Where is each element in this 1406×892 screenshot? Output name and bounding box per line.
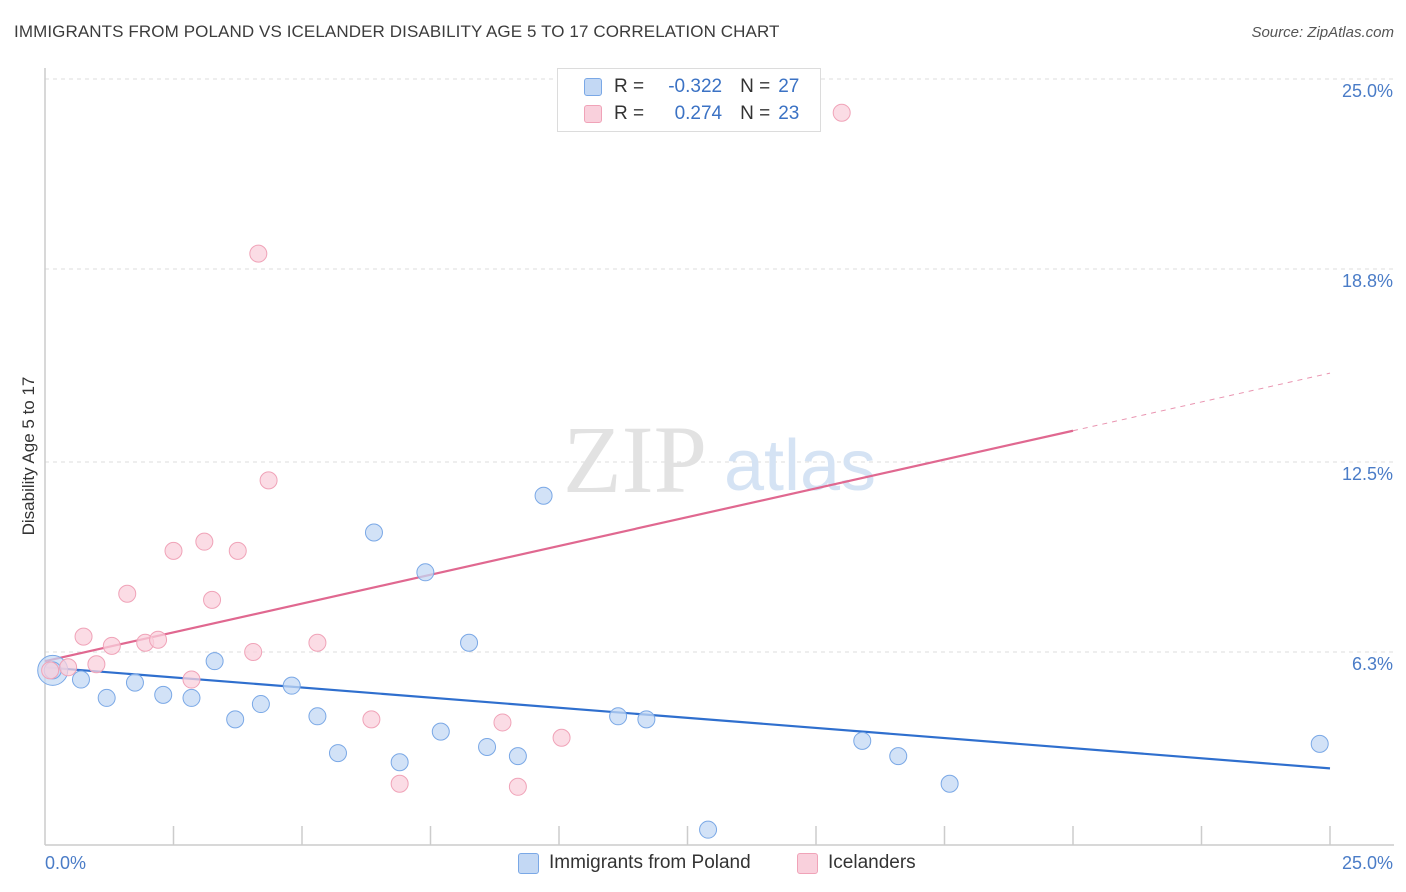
point-poland: [226, 710, 245, 729]
point-poland: [853, 731, 872, 750]
point-poland: [534, 486, 553, 505]
watermark-zip: ZIP: [563, 406, 707, 513]
point-poland: [940, 774, 959, 793]
point-poland: [205, 652, 224, 671]
trend-lines: [44, 372, 1331, 770]
gridlines: [45, 78, 1394, 653]
point-icelanders: [41, 661, 60, 680]
trend-line-icelanders-extension: [1072, 372, 1331, 432]
point-poland: [699, 820, 718, 839]
point-poland: [125, 673, 144, 692]
point-poland: [308, 707, 327, 726]
poland-swatch: [584, 78, 602, 96]
legend-row-poland: R = -0.322 N = 27: [584, 75, 799, 99]
point-icelanders: [182, 670, 201, 689]
point-icelanders: [195, 532, 214, 551]
source-credit: Source: ZipAtlas.com: [1251, 24, 1394, 41]
y-tick-label: 12.5%: [1342, 464, 1393, 484]
y-tick-label: 18.8%: [1342, 271, 1393, 291]
point-poland: [390, 753, 409, 772]
point-poland: [282, 676, 301, 695]
point-icelanders: [164, 541, 183, 560]
data-points: [37, 103, 1329, 839]
point-poland: [431, 722, 450, 741]
point-poland: [1310, 734, 1329, 753]
x-tick-label: 0.0%: [45, 853, 86, 873]
point-icelanders: [508, 777, 527, 796]
point-icelanders: [228, 541, 247, 560]
point-icelanders: [102, 636, 121, 655]
chart-title: IMMIGRANTS FROM POLAND VS ICELANDER DISA…: [14, 22, 780, 41]
point-poland: [508, 747, 527, 766]
y-tick-labels: 6.3% 12.5% 18.8% 25.0%: [1342, 81, 1393, 674]
trend-line-poland: [44, 666, 1331, 770]
point-icelanders: [493, 713, 512, 732]
legend-r-label: R =: [614, 103, 645, 124]
x-tick-label: 25.0%: [1342, 853, 1393, 873]
legend-item-icelanders[interactable]: Icelanders: [797, 852, 916, 874]
point-icelanders: [832, 103, 851, 122]
legend-label-poland: Immigrants from Poland: [549, 852, 751, 873]
stats-legend: R = -0.322 N = 27 R = 0.274 N = 23: [557, 68, 821, 132]
point-icelanders: [259, 471, 278, 490]
point-poland: [364, 523, 383, 542]
point-icelanders: [87, 655, 106, 674]
trend-line-icelanders: [44, 429, 1074, 663]
point-icelanders: [552, 728, 571, 747]
point-poland: [97, 688, 116, 707]
legend-n-value: 27: [778, 76, 800, 97]
legend-r-label: R =: [614, 76, 645, 97]
y-tick-label: 6.3%: [1352, 654, 1393, 674]
legend-n-value: 23: [778, 103, 800, 124]
point-poland: [251, 695, 270, 714]
legend-r-value: -0.322: [668, 76, 723, 97]
axes: [44, 68, 1394, 846]
legend-n-label: N =: [740, 76, 771, 97]
point-poland: [460, 633, 479, 652]
point-icelanders: [203, 590, 222, 609]
point-poland: [609, 707, 628, 726]
point-icelanders: [390, 774, 409, 793]
legend-n-label: N =: [740, 103, 771, 124]
y-axis-label: Disability Age 5 to 17: [19, 377, 38, 536]
point-poland: [416, 563, 435, 582]
legend-r-value: 0.274: [674, 103, 723, 124]
point-poland: [328, 744, 347, 763]
point-poland: [889, 747, 908, 766]
legend-label-icelanders: Icelanders: [828, 852, 916, 873]
point-icelanders: [74, 627, 93, 646]
icelanders-swatch: [584, 105, 602, 123]
point-icelanders: [149, 630, 168, 649]
poland-swatch: [518, 852, 539, 874]
point-poland: [182, 688, 201, 707]
point-icelanders: [244, 642, 263, 661]
point-poland: [637, 710, 656, 729]
point-poland: [154, 685, 173, 704]
point-poland: [478, 737, 497, 756]
point-icelanders: [249, 244, 268, 263]
icelanders-swatch: [797, 852, 818, 874]
point-icelanders: [59, 658, 78, 677]
point-icelanders: [308, 633, 327, 652]
point-poland: [71, 670, 90, 689]
point-icelanders: [362, 710, 381, 729]
y-tick-label: 25.0%: [1342, 81, 1393, 101]
watermark-atlas: atlas: [724, 426, 876, 506]
x-tick-labels: 0.0% 25.0%: [45, 853, 1393, 873]
legend-row-icelanders: R = 0.274 N = 23: [584, 102, 799, 126]
legend-item-poland[interactable]: Immigrants from Poland: [518, 852, 751, 874]
point-icelanders: [118, 584, 137, 603]
